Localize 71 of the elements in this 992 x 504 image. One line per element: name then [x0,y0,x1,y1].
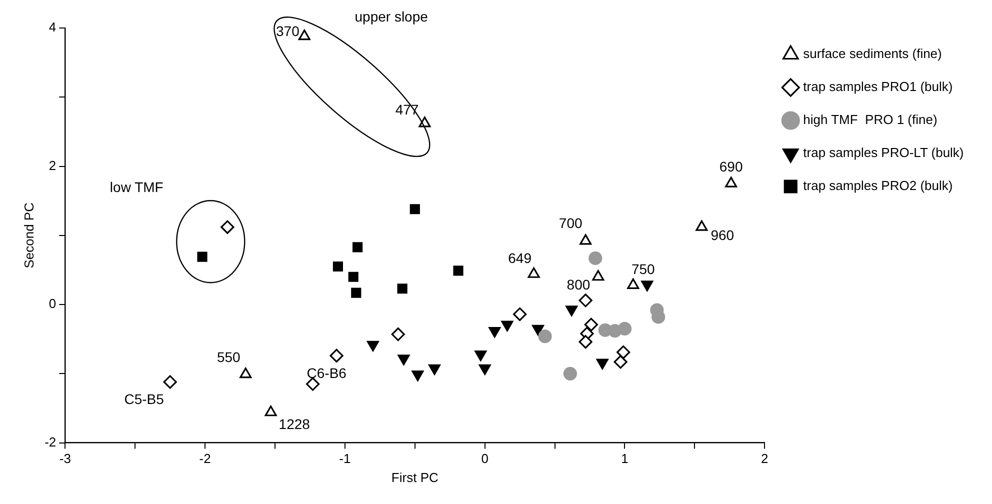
x-tick-label: -1 [339,451,351,466]
point [641,280,654,292]
point [616,345,630,360]
point [488,327,501,338]
point [584,318,598,332]
point [330,348,344,362]
point [348,272,358,282]
annotation: 649 [508,250,532,266]
text: upper slope [354,8,428,24]
point [532,324,544,336]
point [220,220,234,234]
point [163,375,177,389]
x-tick-label: 1 [621,451,628,466]
annotation: 550 [216,349,241,366]
point [596,358,608,370]
annotation: 800 [566,276,590,293]
point [588,251,602,266]
y-tick-label: -2 [44,434,56,450]
point [366,340,379,352]
point [696,220,708,231]
point [578,294,592,308]
point [538,330,552,344]
x-tick-label: 2 [761,451,768,466]
point [474,350,487,362]
point [397,284,408,294]
y-tick-label: 4 [48,20,56,35]
point [566,306,578,316]
annotation: 700 [558,214,582,231]
x-tick-label: -3 [59,451,71,466]
annotation: 370 [276,23,300,40]
annotation: 960 [710,226,734,243]
annotation: C6-B6 [306,364,347,381]
point [306,377,320,391]
point [578,335,592,349]
point [652,310,666,324]
point [478,364,491,375]
point [453,266,464,276]
legend-label: surface sediments (fine) [803,46,942,62]
point [351,288,362,298]
legend-label: trap samples PRO-LT (bulk) [803,145,964,160]
point [618,322,632,336]
y-tick-label: 2 [48,158,56,173]
point [352,242,363,252]
point [298,29,310,40]
point [501,320,514,332]
x-tick-label: -2 [199,451,211,466]
y-tick-label: 0 [48,296,56,312]
point [391,327,405,342]
point [412,370,424,382]
x-tick-label: 0 [481,451,488,466]
point [580,234,592,245]
point [592,270,604,281]
point [398,354,410,366]
annotation: 1228 [278,416,310,432]
point [614,355,628,369]
point [513,307,527,322]
legend-label: trap samples PRO2 (bulk) [803,178,953,194]
x-axis-title: First PC [391,470,438,485]
point [197,252,208,262]
point [428,364,440,375]
annotation: C5-B5 [124,390,164,407]
annotation: 750 [631,261,656,278]
legend-label: trap samples PRO1 (bulk) [803,79,953,94]
point [725,176,738,188]
annotation: 690 [719,158,743,174]
point [563,366,577,380]
legend-label: high TMF PRO 1 (fine) [803,112,938,128]
annotation: low TMF [110,179,164,196]
y-axis-title: Second PC [21,202,36,268]
point [332,261,343,272]
point [410,204,420,214]
